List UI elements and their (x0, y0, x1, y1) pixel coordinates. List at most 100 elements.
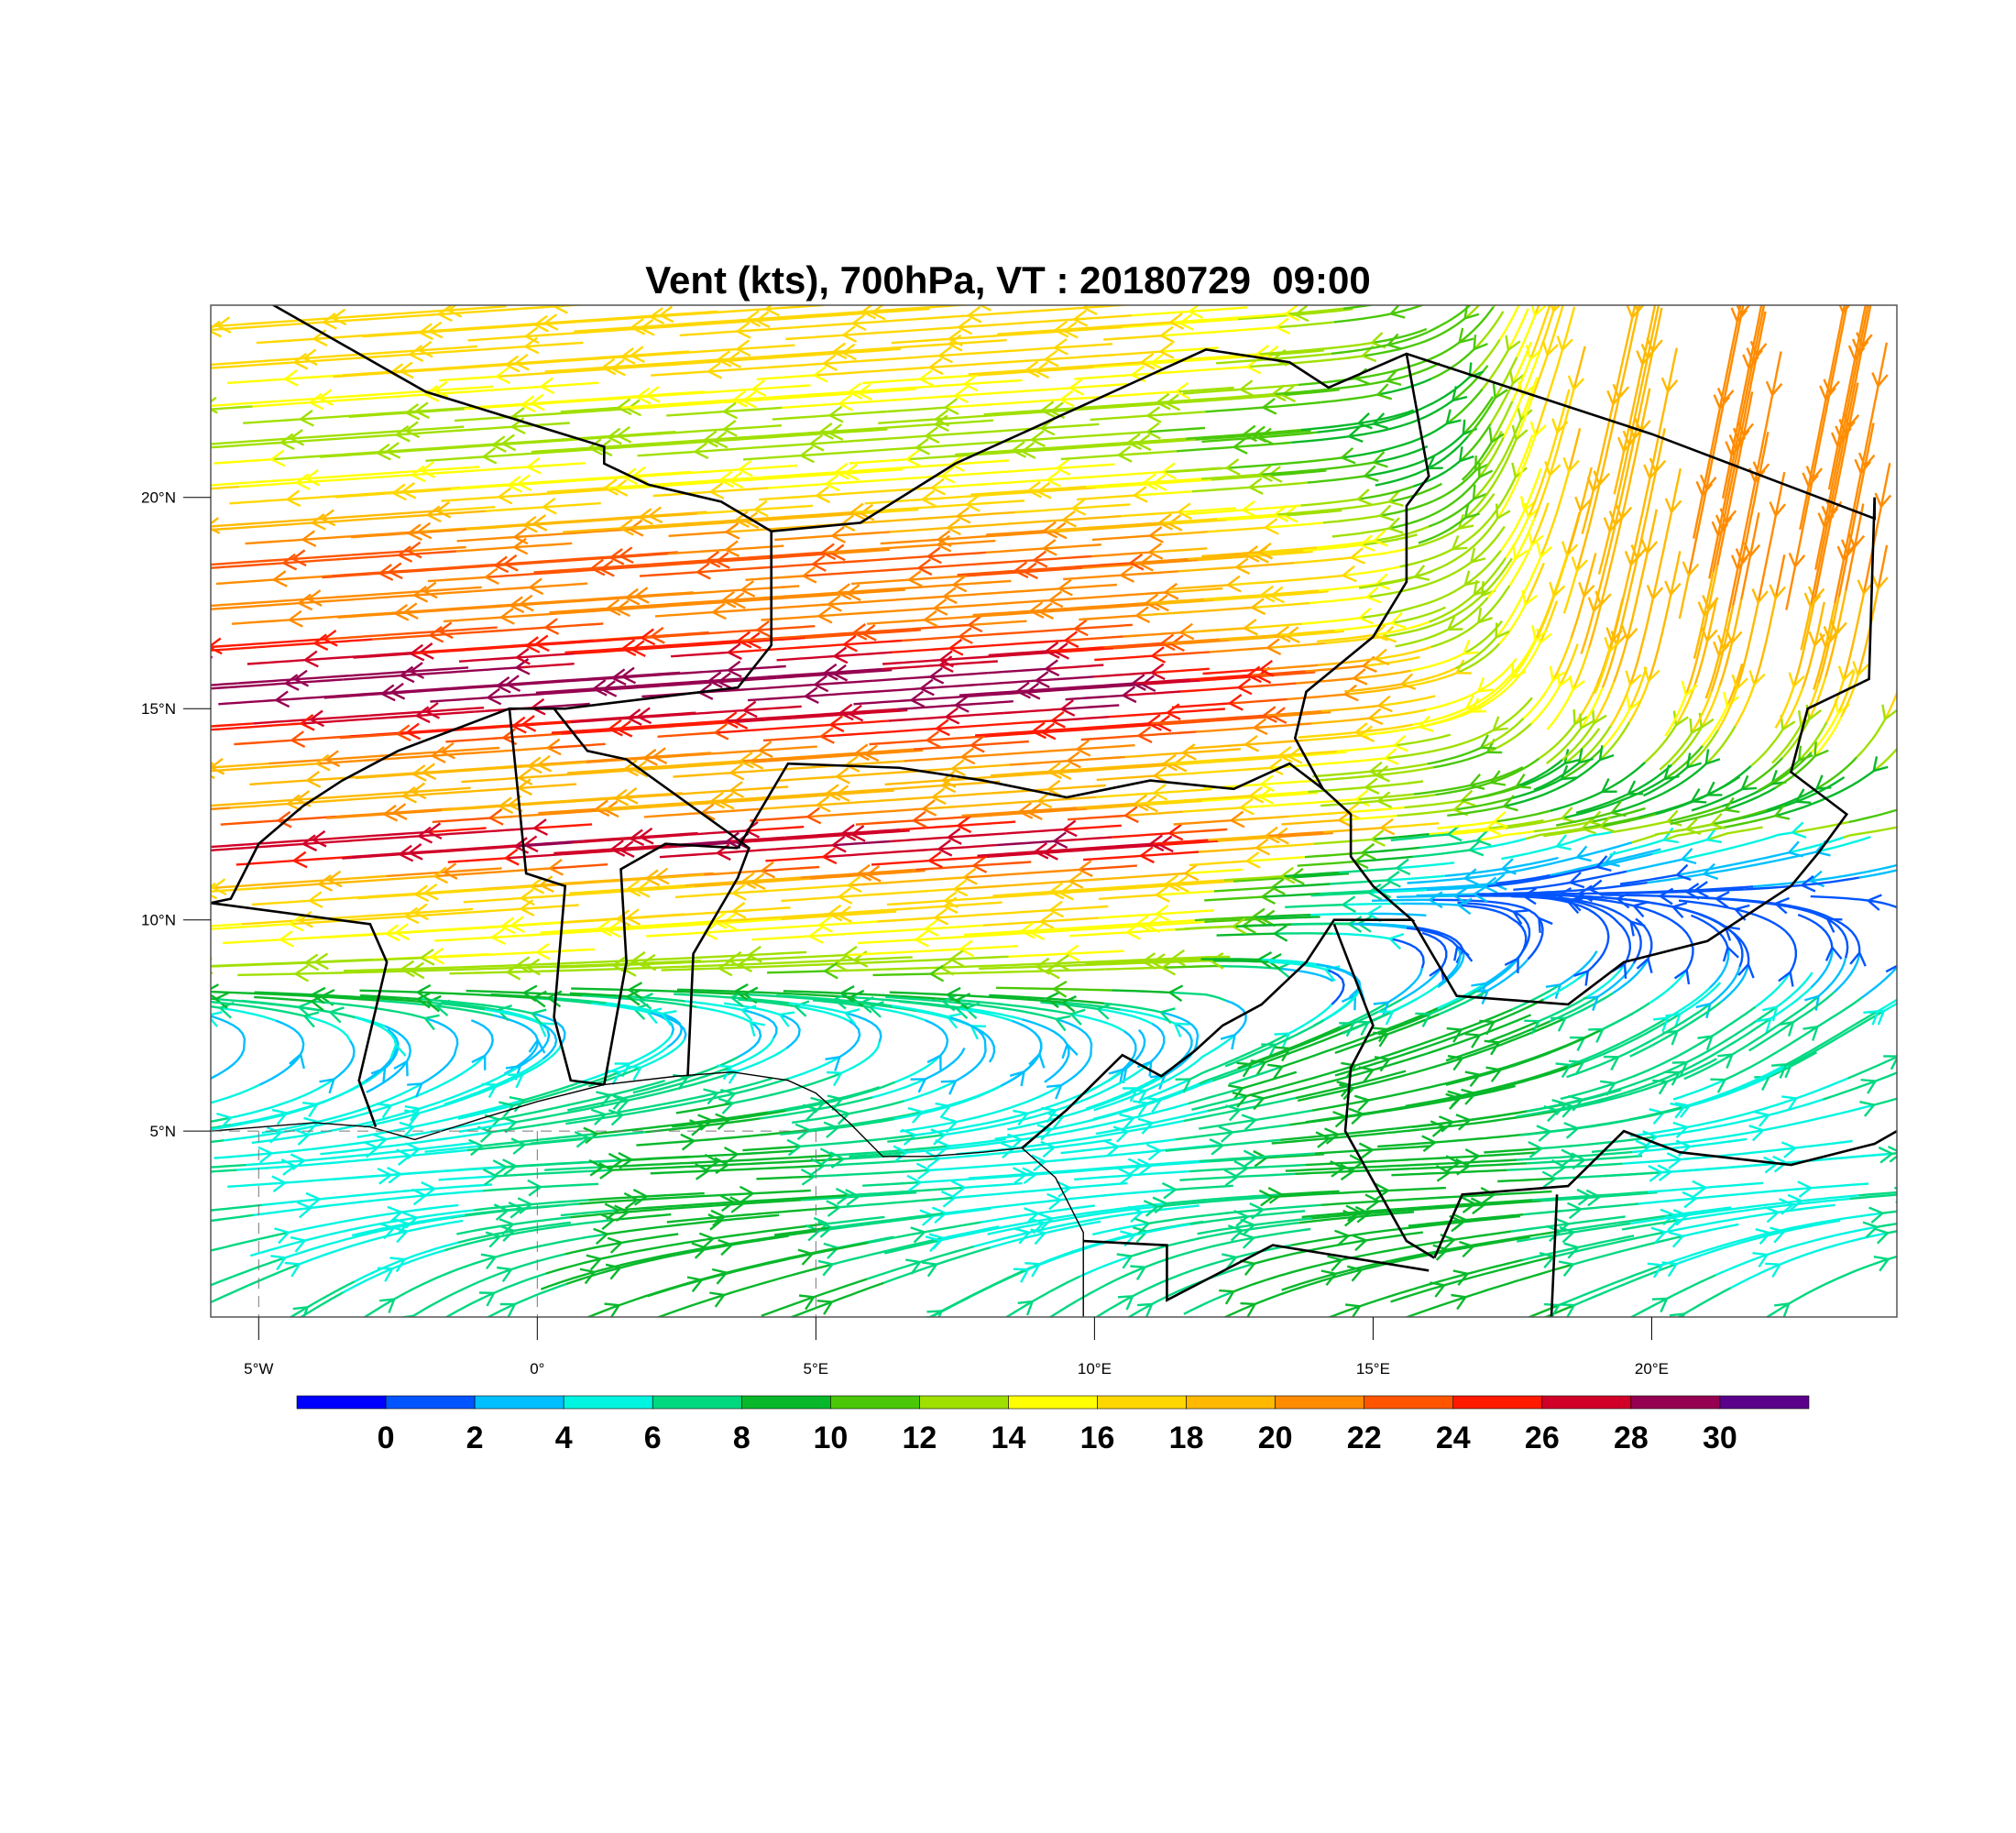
streamline-arrowhead (820, 735, 835, 744)
streamline-arrowhead (1379, 1059, 1390, 1072)
streamline-segment (1513, 642, 1541, 683)
streamline-segment (846, 760, 904, 766)
streamline-arrowhead (1160, 633, 1175, 644)
streamline-segment (874, 487, 933, 493)
streamline-segment (1362, 846, 1420, 854)
streamline-arrowhead (1064, 631, 1079, 642)
streamline-arrowhead (711, 1268, 728, 1274)
streamline-arrowhead (608, 1109, 623, 1116)
streamline-segment (280, 437, 339, 445)
streamline-arrowhead (1069, 378, 1083, 390)
streamline-segment (1016, 686, 1076, 693)
streamline-arrowhead (1240, 379, 1254, 390)
streamline-arrowhead (294, 1128, 310, 1136)
streamline-arrowhead (282, 562, 298, 571)
streamline-segment (1043, 1213, 1101, 1224)
streamline-segment (703, 1117, 761, 1127)
streamline-segment (1477, 958, 1519, 992)
streamline-segment (1154, 771, 1212, 777)
streamline-arrowhead (630, 837, 645, 847)
streamline-segment (824, 1086, 880, 1103)
streamline-arrowhead (754, 509, 769, 518)
streamline-segment (25, 856, 82, 860)
streamline-arrowhead (636, 387, 651, 399)
streamline-segment (780, 1126, 838, 1136)
streamline-segment (363, 1112, 420, 1128)
streamline-segment (724, 1211, 783, 1218)
streamline-segment (368, 1005, 426, 1020)
streamline-arrowhead (732, 390, 747, 401)
streamline-segment (973, 1231, 1030, 1248)
streamline-arrowhead (1260, 1196, 1274, 1207)
streamline-segment (1096, 774, 1155, 782)
streamline-segment (747, 695, 806, 702)
streamline-segment (211, 642, 267, 649)
streamline-segment (1363, 655, 1420, 667)
streamline-segment (1583, 1038, 1635, 1064)
streamline-arrowhead (1047, 779, 1061, 791)
streamline-segment (803, 512, 861, 519)
streamline-segment (674, 892, 733, 899)
streamline-segment (766, 672, 825, 678)
streamline-segment (965, 1007, 1023, 1021)
streamline-arrowhead (188, 851, 201, 858)
streamline-segment (211, 842, 256, 849)
streamline-segment (955, 390, 1013, 398)
streamline-arrowhead (1558, 1260, 1573, 1266)
streamline-segment (520, 893, 579, 900)
streamline-arrowhead (599, 1094, 611, 1108)
streamline-arrowhead (747, 641, 761, 650)
streamline-arrowhead (1272, 393, 1287, 402)
streamline-arrowhead (1462, 1246, 1474, 1258)
streamline-segment (544, 367, 603, 373)
streamline-segment (211, 1118, 264, 1131)
streamline-segment (362, 331, 421, 338)
streamline-segment (666, 719, 725, 727)
streamline-segment (970, 740, 1029, 747)
streamline-segment (829, 428, 888, 434)
streamline-segment (1146, 1082, 1200, 1104)
streamline-arrowhead (1344, 1303, 1361, 1308)
streamline-segment (428, 827, 487, 833)
streamline-arrowhead (1254, 726, 1268, 736)
streamline-segment (384, 751, 443, 757)
streamline-segment (987, 1222, 1044, 1235)
streamline-arrowhead (1076, 739, 1090, 751)
streamline-segment (1092, 1222, 1149, 1236)
streamline-arrowhead (1173, 1023, 1182, 1037)
streamline-arrowhead (290, 1153, 305, 1162)
streamline-segment (103, 330, 160, 334)
streamline-arrowhead (1251, 1208, 1265, 1220)
streamline-segment (929, 1165, 988, 1171)
streamline-arrowhead (838, 895, 853, 905)
streamline-arrowhead (940, 1190, 956, 1199)
streamline-arrowhead (211, 1011, 223, 1016)
streamline-segment (237, 972, 296, 977)
streamline-arrowhead (800, 1168, 816, 1178)
streamline-arrowhead (1145, 1353, 1159, 1355)
streamline-arrowhead (751, 379, 766, 390)
streamline-segment (894, 1054, 942, 1083)
streamline-arrowhead (1035, 671, 1049, 682)
streamline-arrowhead (929, 1316, 931, 1317)
streamline-arrowhead (1351, 556, 1366, 565)
streamline-segment (306, 473, 365, 480)
streamline-arrowhead (1364, 777, 1378, 789)
streamline-segment (1045, 354, 1103, 361)
streamline-segment (1154, 787, 1212, 795)
streamline-segment (1074, 1174, 1133, 1181)
streamline-segment (1498, 604, 1527, 645)
streamline-segment (1599, 1191, 1658, 1198)
streamline-segment (930, 1291, 980, 1317)
streamline-arrowhead (407, 541, 422, 553)
streamline-segment (1049, 595, 1108, 602)
streamline-arrowhead (1244, 734, 1258, 746)
streamline-arrowhead (746, 318, 761, 327)
streamline-segment (323, 317, 382, 324)
streamline-segment (412, 786, 471, 794)
streamline-segment (214, 458, 272, 465)
streamline-segment (1176, 445, 1234, 453)
streamline-arrowhead (78, 615, 91, 621)
streamline-arrowhead (843, 643, 858, 653)
streamline-segment (860, 508, 919, 515)
